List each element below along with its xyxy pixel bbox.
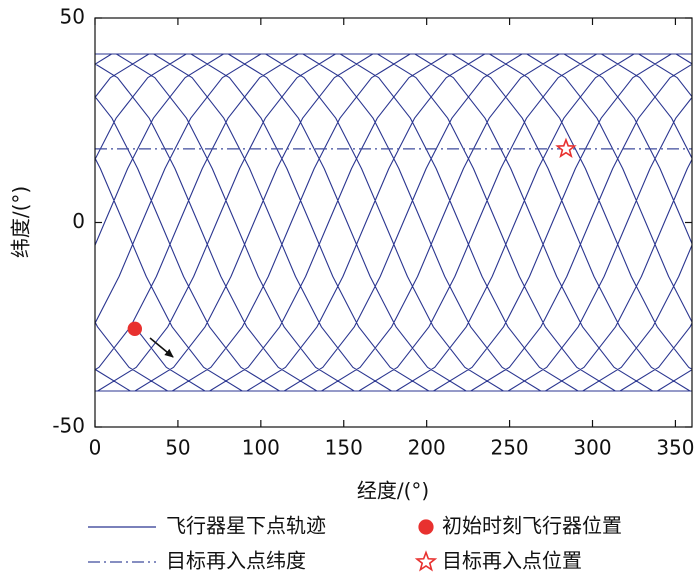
- x-tick-label: 300: [573, 436, 611, 460]
- legend-label: 初始时刻飞行器位置: [442, 514, 622, 538]
- x-tick-label: 150: [325, 436, 363, 460]
- y-tick-label: 0: [72, 209, 85, 233]
- legend-label: 目标再入点纬度: [166, 549, 306, 573]
- x-tick-label: 350: [656, 436, 694, 460]
- y-tick-label: 50: [60, 5, 85, 29]
- x-tick-label: 200: [408, 436, 446, 460]
- x-tick-label: 250: [490, 436, 528, 460]
- x-tick-label: 50: [165, 436, 190, 460]
- star-marker: [414, 550, 438, 572]
- legend-label: 目标再入点位置: [442, 549, 582, 573]
- dot-marker: [127, 321, 142, 337]
- plot-area: [95, 53, 692, 392]
- y-axis-label: 纬度/(°): [9, 186, 33, 258]
- legend-label: 飞行器星下点轨迹: [166, 514, 326, 538]
- y-tick-label: -50: [52, 414, 85, 438]
- x-tick-label: 100: [242, 436, 280, 460]
- dot-marker: [418, 519, 434, 535]
- track-line: [95, 53, 692, 392]
- x-tick-label: 0: [89, 436, 102, 460]
- star-marker: [555, 137, 577, 159]
- direction-arrow: [149, 337, 174, 358]
- x-axis-label: 经度/(°): [357, 479, 429, 503]
